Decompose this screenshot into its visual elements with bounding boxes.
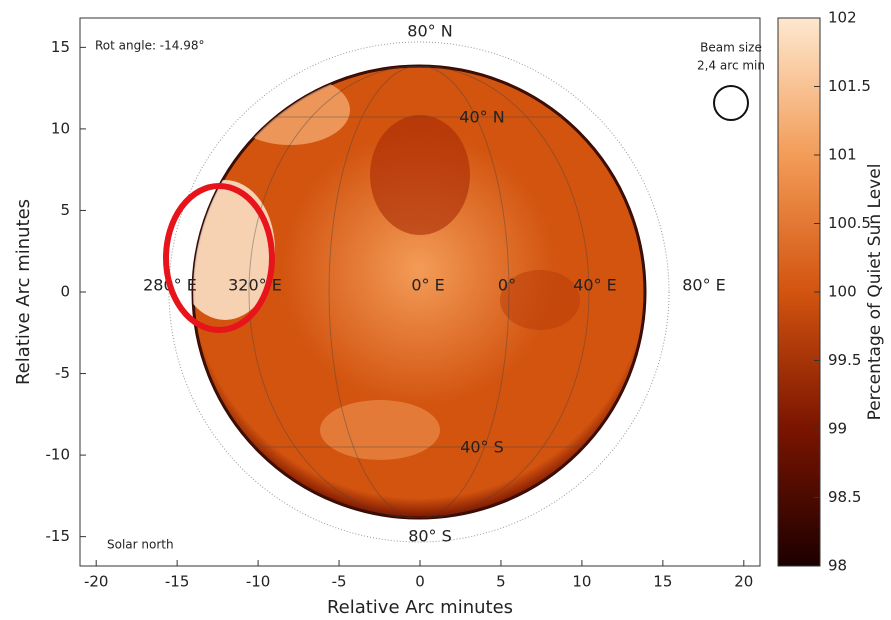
annotation: 80° S <box>408 527 452 546</box>
annotation: Beam size <box>700 41 762 55</box>
colorbar <box>778 18 820 566</box>
annotation: 2,4 arc min <box>697 59 765 73</box>
colorbar-tick-label: 98 <box>828 557 847 575</box>
y-tick-label: 15 <box>51 38 70 56</box>
x-axis-label: Relative Arc minutes <box>327 597 513 618</box>
annotation: Solar north <box>107 538 174 552</box>
x-tick-label: 15 <box>653 573 672 591</box>
annotation: 0° <box>498 276 516 295</box>
y-tick-label: -5 <box>55 364 70 382</box>
beam-circle <box>714 86 748 120</box>
y-axis-label: Relative Arc minutes <box>13 199 34 385</box>
annotation: 80° N <box>407 22 452 41</box>
x-tick-label: -15 <box>165 573 190 591</box>
annotation: Rot angle: -14.98° <box>95 39 205 53</box>
chart: Relative Arc minutes Relative Arc minute… <box>0 0 891 620</box>
bright-region <box>320 400 440 460</box>
x-tick-label: 20 <box>734 573 753 591</box>
annotation: 320° E <box>228 276 282 295</box>
colorbar-tick-label: 102 <box>828 9 857 27</box>
colorbar-tick-label: 98.5 <box>828 488 861 506</box>
x-tick-label: -20 <box>84 573 109 591</box>
colorbar-tick-label: 101.5 <box>828 77 871 95</box>
x-tick-label: -10 <box>246 573 271 591</box>
annotation: 80° E <box>682 276 726 295</box>
colorbar-tick-label: 100 <box>828 283 857 301</box>
annotation: 0° E <box>411 276 444 295</box>
annotation: 40° N <box>459 108 504 127</box>
x-tick-label: 10 <box>572 573 591 591</box>
colorbar-tick-label: 101 <box>828 146 857 164</box>
x-tick-label: -5 <box>332 573 347 591</box>
x-tick-label: 5 <box>496 573 506 591</box>
y-tick-label: -10 <box>46 446 71 464</box>
colorbar-label: Percentage of Quiet Sun Level <box>865 164 885 421</box>
y-tick-label: 0 <box>60 283 70 301</box>
colorbar-tick-label: 99 <box>828 420 847 438</box>
y-tick-label: 5 <box>60 201 70 219</box>
y-tick-label: -15 <box>46 527 71 545</box>
bright-region <box>230 75 350 145</box>
colorbar-tick-label: 100.5 <box>828 214 871 232</box>
dark-region <box>370 115 470 235</box>
x-tick-label: 0 <box>415 573 425 591</box>
y-tick-label: 10 <box>51 119 70 137</box>
annotation: 40° S <box>460 438 504 457</box>
colorbar-tick-label: 99.5 <box>828 351 861 369</box>
annotation: 40° E <box>573 276 617 295</box>
